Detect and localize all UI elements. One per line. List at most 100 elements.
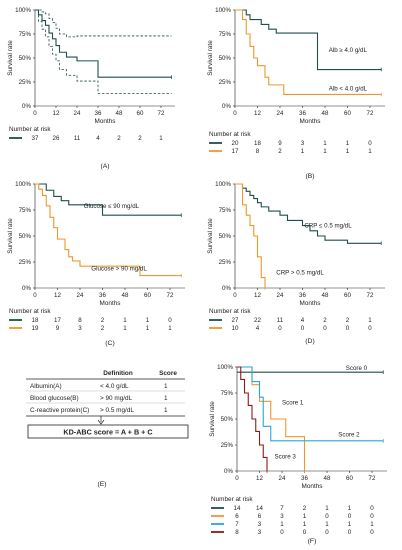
panel-label: (A) [100,163,109,170]
table-cell-glucose-score: 1 [164,395,168,402]
risk-count: 17 [232,148,239,155]
risk-count: 1 [325,505,329,512]
x-tick-label: 0 [33,110,37,117]
x-tick-label: 36 [95,110,102,117]
y-axis-label: Survival rate [207,218,214,254]
risk-count: 37 [32,135,39,142]
risk-count: 0 [301,325,305,332]
x-tick-label: 0 [233,110,237,117]
x-tick-label: 24 [74,110,81,117]
risk-count: 0 [346,325,350,332]
risk-count: 1 [323,140,327,147]
survival-curve-2 [235,183,266,288]
survival-curve-2 [35,183,182,277]
x-axis-label: Months [95,118,116,125]
risk-count: 1 [168,325,172,332]
x-tick-label: 24 [77,292,84,299]
series-label-2: Glucose > 90 mg/dL [91,265,147,272]
risk-count: 18 [32,317,39,324]
series-label-1: Glucose ≤ 90 mg/dL [84,203,140,210]
risk-count: 7 [235,521,239,528]
x-tick-label: 48 [122,292,129,299]
y-tick-label: 50% [19,233,32,240]
number-at-risk-title: Number at risk [211,496,253,503]
y-tick-label: 25% [219,79,232,86]
y-axis-label: Survival rate [209,401,216,437]
risk-count: 4 [256,325,260,332]
x-tick-label: 24 [277,110,284,117]
risk-count: 0 [370,529,374,536]
formula-box [27,424,189,439]
y-tick-label: 25% [19,259,32,266]
risk-count: 0 [348,529,352,536]
survival-curve-1 [235,9,382,71]
y-tick-label: 75% [19,207,32,214]
risk-count: 0 [370,505,374,512]
risk-count: 0 [278,325,282,332]
table-cell-crp: C-reactive protein(C) [30,407,89,414]
x-tick-label: 48 [322,110,329,117]
x-tick-label: 36 [301,475,308,482]
risk-count: 2 [101,317,105,324]
x-tick-label: 48 [324,475,331,482]
x-tick-label: 0 [235,475,239,482]
x-tick-label: 72 [367,110,374,117]
risk-count: 17 [54,317,61,324]
risk-count: 20 [232,140,239,147]
risk-count: 4 [96,135,100,142]
risk-count: 1 [303,521,307,528]
risk-count: 1 [348,521,352,528]
table-cell-albumin: Albumin(A) [30,383,62,390]
risk-count: 1 [346,148,350,155]
risk-count: 3 [301,140,305,147]
x-tick-label: 24 [279,475,286,482]
x-axis-label: Months [300,118,321,125]
panel-label: (B) [305,173,314,180]
x-tick-label: 60 [344,292,351,299]
risk-count: 9 [56,325,60,332]
x-tick-label: 72 [167,292,174,299]
x-tick-label: 24 [277,292,284,299]
x-axis-label: Months [300,300,321,307]
risk-count: 11 [277,317,284,324]
panel-label: (C) [105,340,114,347]
y-tick-label: 100% [217,364,233,371]
risk-count: 2 [346,317,350,324]
y-tick-label: 100% [215,7,231,14]
x-tick-label: 60 [137,110,144,117]
risk-count: 8 [235,529,239,536]
y-axis-label: Survival rate [7,218,14,254]
series-label-2: CRP > 0.5 mg/dL [276,269,324,276]
survival-curve-1 [35,9,172,78]
km-panels: 0%25%50%75%100%0 12 24 36 48 60 72MonthsSurviv… [7,7,387,545]
risk-count: 7 [280,505,284,512]
panel-label-e: (E) [97,481,106,488]
risk-count: 8 [78,317,82,324]
risk-count: 0 [368,325,372,332]
y-tick-label: 75% [219,207,232,214]
y-tick-label: 25% [219,259,232,266]
risk-count: 1 [301,148,305,155]
number-at-risk-title: Number at risk [209,308,251,315]
panel-label: (D) [305,338,314,345]
x-tick-label: 72 [367,292,374,299]
x-tick-label: 60 [344,110,351,117]
series-label-1: CRP ≤ 0.5 mg/dL [304,223,352,230]
x-tick-label: 0 [233,292,237,299]
risk-count: 1 [159,135,163,142]
table-cell-crp-def: > 0.5 mg/dL [100,407,134,414]
y-tick-label: 0% [222,103,231,110]
x-tick-label: 72 [158,110,165,117]
km-panel-1: 0%25%50%75%100%0 12 24 36 48 60 72MonthsSurviv… [7,7,175,170]
risk-count: 2 [323,317,327,324]
risk-count: 1 [346,140,350,147]
table-header-score: Score [159,370,177,377]
risk-count: 0 [325,529,329,536]
risk-count: 4 [301,317,305,324]
y-tick-label: 25% [19,79,32,86]
risk-count: 26 [53,135,60,142]
table-header-definition: Definition [103,370,133,377]
x-tick-label: 12 [54,292,61,299]
x-axis-label: Months [302,483,323,490]
